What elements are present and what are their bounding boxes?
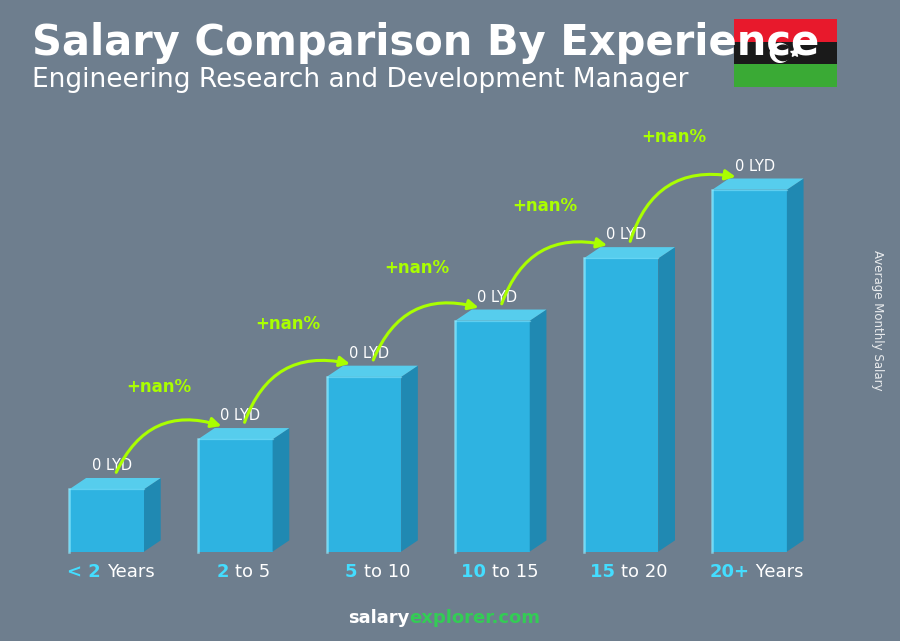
Bar (734, 64, 837, 87)
Polygon shape (198, 428, 289, 439)
Polygon shape (712, 178, 804, 190)
Polygon shape (530, 310, 546, 552)
Text: +nan%: +nan% (127, 378, 192, 395)
Polygon shape (69, 478, 161, 489)
Polygon shape (658, 247, 675, 552)
Polygon shape (144, 478, 161, 552)
Text: to 10: to 10 (364, 563, 410, 581)
Text: 0 LYD: 0 LYD (477, 290, 517, 304)
Text: +nan%: +nan% (512, 197, 578, 215)
Text: Engineering Research and Development Manager: Engineering Research and Development Man… (32, 67, 688, 94)
Polygon shape (455, 320, 530, 552)
Text: 20+: 20+ (709, 563, 750, 581)
Text: < 2: < 2 (67, 563, 107, 581)
Polygon shape (69, 489, 144, 552)
Polygon shape (770, 44, 789, 62)
Text: 0 LYD: 0 LYD (92, 458, 131, 473)
Text: Years: Years (107, 563, 155, 581)
Polygon shape (584, 258, 658, 552)
Text: 0 LYD: 0 LYD (220, 408, 260, 423)
Text: to 5: to 5 (235, 563, 271, 581)
Polygon shape (327, 365, 418, 377)
Text: 0 LYD: 0 LYD (606, 227, 646, 242)
Text: 5: 5 (345, 563, 364, 581)
Text: salary: salary (348, 609, 410, 627)
Polygon shape (401, 365, 418, 552)
Text: 0 LYD: 0 LYD (734, 158, 775, 174)
Polygon shape (327, 377, 401, 552)
Text: 15: 15 (590, 563, 621, 581)
Polygon shape (790, 49, 799, 56)
Text: 10: 10 (461, 563, 492, 581)
Polygon shape (273, 428, 289, 552)
Text: +nan%: +nan% (641, 128, 706, 146)
Polygon shape (712, 190, 787, 552)
Text: 2: 2 (217, 563, 235, 581)
Text: Salary Comparison By Experience: Salary Comparison By Experience (32, 22, 819, 65)
Polygon shape (455, 310, 546, 320)
Text: to 15: to 15 (492, 563, 539, 581)
Text: Years: Years (750, 563, 803, 581)
Text: +nan%: +nan% (384, 259, 449, 277)
Text: 0 LYD: 0 LYD (349, 345, 389, 361)
Text: +nan%: +nan% (256, 315, 320, 333)
Polygon shape (198, 439, 273, 552)
Bar (734, 19, 837, 42)
Text: to 20: to 20 (621, 563, 668, 581)
Polygon shape (775, 45, 791, 61)
Bar (734, 42, 837, 64)
Polygon shape (787, 178, 804, 552)
Text: explorer.com: explorer.com (410, 609, 541, 627)
Text: Average Monthly Salary: Average Monthly Salary (871, 250, 884, 391)
Polygon shape (584, 247, 675, 258)
